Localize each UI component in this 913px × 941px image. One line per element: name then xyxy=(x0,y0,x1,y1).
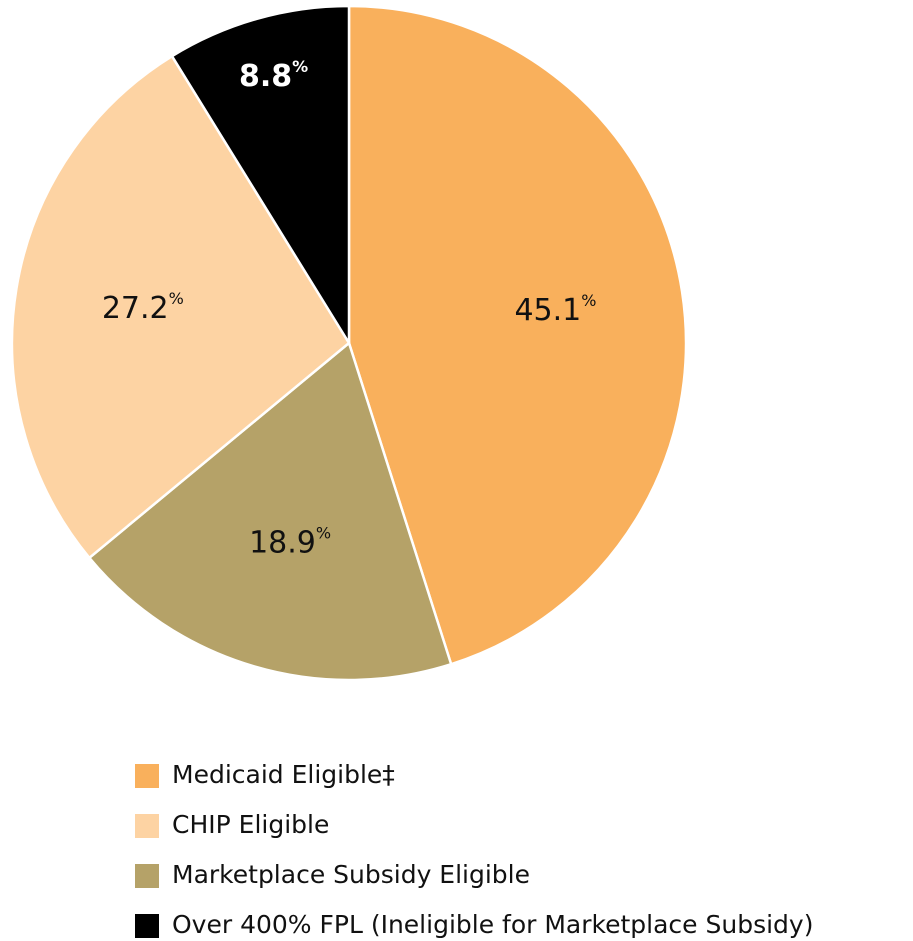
legend-label: Over 400% FPL (Ineligible for Marketplac… xyxy=(172,910,813,939)
data-label: 18.9% xyxy=(249,523,331,560)
legend-swatch xyxy=(135,814,159,838)
legend-swatch xyxy=(135,764,159,788)
data-label-unit: % xyxy=(581,290,596,309)
pie-slice xyxy=(347,4,688,666)
pie-slice xyxy=(170,4,351,348)
data-label-unit: % xyxy=(169,289,184,308)
legend-swatch xyxy=(135,914,159,938)
pie-slice xyxy=(87,340,453,682)
data-label: 8.8% xyxy=(239,57,308,94)
data-label-value: 18.9 xyxy=(249,525,316,560)
legend-label: CHIP Eligible xyxy=(172,810,329,839)
data-label-unit: % xyxy=(316,523,331,542)
data-label-value: 8.8 xyxy=(239,59,292,94)
pie-slice xyxy=(10,54,351,560)
data-label-value: 45.1 xyxy=(514,292,581,327)
data-label: 45.1% xyxy=(514,290,596,327)
data-label-unit: % xyxy=(292,57,308,76)
legend-label: Marketplace Subsidy Eligible xyxy=(172,860,530,889)
legend-label: Medicaid Eligible‡ xyxy=(172,760,395,789)
data-label-value: 27.2 xyxy=(102,291,169,326)
data-label: 27.2% xyxy=(102,289,184,326)
legend-swatch xyxy=(135,864,159,888)
